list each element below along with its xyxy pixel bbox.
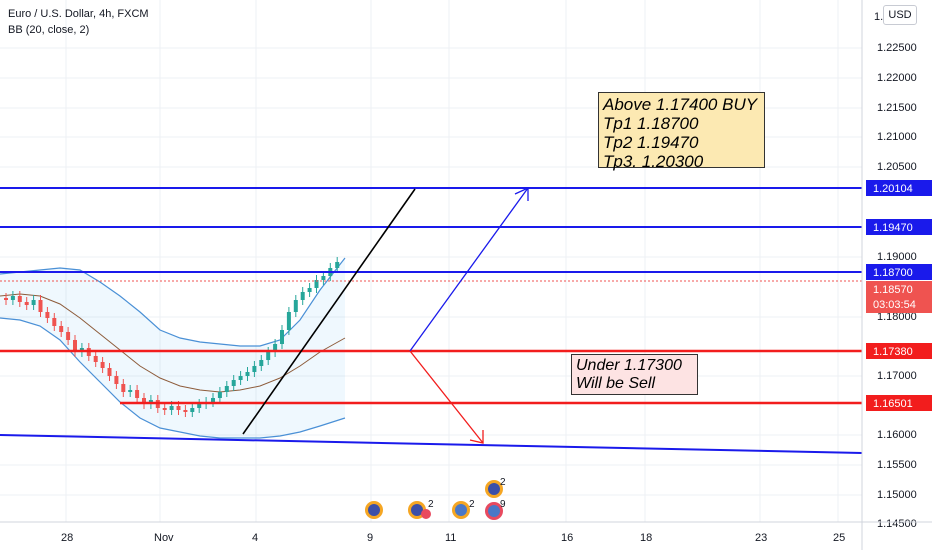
date-label: 23 — [755, 532, 767, 544]
support-trendline[interactable] — [0, 434, 863, 454]
buy-arrow-head — [514, 186, 529, 201]
price-label: 1.18000 — [877, 311, 917, 323]
date-label: 9 — [367, 532, 373, 544]
price-label: 1.19000 — [877, 251, 917, 263]
sell-note[interactable]: Under 1.17300 Will be Sell — [571, 354, 698, 395]
symbol-title[interactable]: Euro / U.S. Dollar, 4h, FXCM — [8, 8, 149, 20]
price-label: 1.15000 — [877, 489, 917, 501]
buy-note-line: Tp2 1.19470 — [603, 133, 699, 152]
buy-note-line: Tp1 1.18700 — [603, 114, 699, 133]
bar-countdown-text: 03:03:54 — [873, 299, 916, 311]
event-count-badge: 2 — [500, 477, 506, 488]
buy-note-line: Above 1.17400 BUY — [603, 95, 758, 114]
buy-note-line: Tp3. 1.20300 — [603, 152, 704, 171]
price-tag-119470 — [866, 219, 932, 235]
buy-note[interactable]: Above 1.17400 BUY Tp1 1.18700 Tp2 1.1947… — [598, 92, 765, 171]
uptrend-line[interactable] — [242, 188, 416, 435]
event-count-badge: 2 — [428, 499, 434, 510]
buy-projection-arrow[interactable] — [409, 187, 529, 352]
event-icon[interactable]: 2 — [485, 477, 506, 498]
price-label: 1. — [874, 11, 883, 23]
date-label: Nov — [154, 532, 174, 544]
price-label: 1.20500 — [877, 161, 917, 173]
price-tag-116501 — [866, 395, 932, 411]
event-count-badge: 2 — [469, 499, 475, 510]
event-icon[interactable]: 9 — [485, 499, 506, 520]
date-label: 4 — [252, 532, 258, 544]
price-tag-text: 1.18700 — [873, 267, 913, 279]
indicator-legend[interactable]: BB (20, close, 2) — [8, 24, 90, 36]
date-label: 11 — [445, 532, 456, 544]
sell-note-line: Will be Sell — [576, 375, 655, 392]
price-tag-text: 1.20104 — [873, 183, 913, 195]
price-tag-120104 — [866, 180, 932, 196]
date-label: 25 — [833, 532, 845, 544]
event-icon[interactable] — [365, 501, 383, 519]
sell-arrow-head — [469, 430, 484, 444]
date-label: 18 — [640, 532, 652, 544]
sell-projection-arrow[interactable] — [409, 350, 484, 444]
price-tag-118700 — [866, 264, 932, 280]
price-axis[interactable]: 1. 1.22500 1.22000 1.21500 1.21000 1.205… — [874, 11, 917, 530]
event-icon[interactable]: 2 — [452, 499, 475, 519]
price-label: 1.17000 — [877, 370, 917, 382]
price-label: 1.15500 — [877, 459, 917, 471]
current-price-text: 1.18570 — [873, 284, 913, 296]
current-price-tag — [866, 281, 932, 313]
price-tag-117380 — [866, 343, 932, 359]
price-label: 1.16000 — [877, 429, 917, 441]
price-label: 1.22500 — [877, 42, 917, 54]
price-label: 1.21000 — [877, 131, 917, 143]
price-label: 1.14500 — [877, 518, 917, 530]
economic-events[interactable]: 2 2 2 9 — [365, 477, 506, 520]
price-tag-text: 1.19470 — [873, 222, 913, 234]
candlesticks — [4, 257, 340, 417]
currency-button[interactable]: USD — [883, 5, 917, 25]
price-label: 1.22000 — [877, 72, 917, 84]
price-tag-text: 1.17380 — [873, 346, 913, 358]
time-axis[interactable]: 28 Nov 4 9 11 16 18 23 25 — [61, 532, 845, 544]
sell-note-line: Under 1.17300 — [576, 357, 682, 374]
date-label: 28 — [61, 532, 73, 544]
event-icon[interactable]: 2 — [408, 499, 434, 519]
date-label: 16 — [561, 532, 573, 544]
grid — [0, 0, 862, 522]
price-label: 1.21500 — [877, 102, 917, 114]
event-count-badge: 9 — [500, 499, 506, 510]
price-tag-text: 1.16501 — [873, 398, 913, 410]
